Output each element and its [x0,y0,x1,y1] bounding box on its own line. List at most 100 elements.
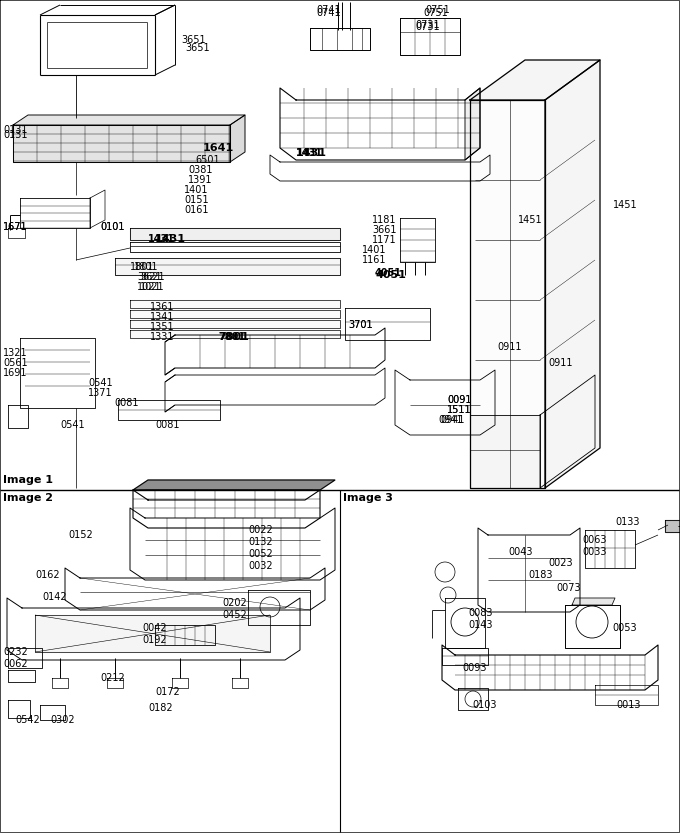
Polygon shape [35,615,270,652]
Polygon shape [130,330,340,338]
Polygon shape [470,415,540,488]
Text: 0911: 0911 [497,342,522,352]
Text: 1511: 1511 [447,405,472,415]
Polygon shape [465,88,480,160]
Text: 0103: 0103 [472,700,496,710]
Text: 1801: 1801 [130,262,154,272]
Text: 0053: 0053 [612,623,636,633]
Text: 0542: 0542 [15,715,39,725]
Text: 0043: 0043 [508,547,532,557]
Text: 1361: 1361 [150,302,175,312]
Text: 0232: 0232 [3,647,28,657]
Text: 0302: 0302 [50,715,75,725]
Text: 0033: 0033 [582,547,607,557]
Text: 0182: 0182 [148,703,173,713]
Text: 3621: 3621 [137,272,162,282]
Text: 1671: 1671 [3,222,28,232]
Text: 1401: 1401 [362,245,386,255]
Text: 0731: 0731 [415,22,440,32]
Text: 4051: 4051 [375,270,406,280]
Text: 1671: 1671 [3,222,28,232]
Text: 1171: 1171 [372,235,396,245]
Text: 0741: 0741 [316,5,341,15]
Text: 0151: 0151 [184,195,209,205]
Text: 0093: 0093 [462,663,486,673]
Text: 0081: 0081 [155,420,180,430]
Polygon shape [470,60,600,100]
Text: 0101: 0101 [100,222,124,232]
Polygon shape [130,310,340,318]
Text: 0042: 0042 [142,623,167,633]
Text: 0941: 0941 [438,415,462,425]
Polygon shape [130,320,340,328]
Text: 1431: 1431 [155,234,186,244]
Text: 1691: 1691 [3,368,27,378]
Polygon shape [545,60,600,488]
Text: 0202: 0202 [222,598,247,608]
Text: 0081: 0081 [114,398,139,408]
Text: 1391: 1391 [188,175,212,185]
Text: 0751: 0751 [425,5,449,15]
Polygon shape [130,228,340,240]
Text: Image 3: Image 3 [343,493,393,503]
Text: 1321: 1321 [3,348,28,358]
Polygon shape [230,115,245,162]
Text: 0152: 0152 [68,530,92,540]
Text: 1341: 1341 [150,312,175,322]
Text: 0063: 0063 [582,535,607,545]
Text: 1181: 1181 [372,215,396,225]
Text: 1351: 1351 [150,322,175,332]
Text: 3661: 3661 [372,225,396,235]
Text: 0381: 0381 [188,165,212,175]
Text: 0142: 0142 [42,592,67,602]
Text: 1401: 1401 [184,185,209,195]
Polygon shape [115,258,340,275]
Text: 1431: 1431 [296,148,323,158]
Text: 1641: 1641 [203,143,234,153]
Text: 3651: 3651 [181,35,205,45]
Text: 0091: 0091 [447,395,471,405]
Text: 1451: 1451 [518,215,543,225]
Text: 0132: 0132 [248,537,273,547]
Text: 0741: 0741 [316,8,341,18]
Text: 0083: 0083 [468,608,492,618]
Text: 0131: 0131 [3,130,27,140]
Text: 0941: 0941 [440,415,464,425]
Text: 4051: 4051 [375,268,402,278]
Text: 1801: 1801 [134,262,158,272]
Text: 0073: 0073 [556,583,581,593]
Text: 0101: 0101 [100,222,124,232]
Text: 1371: 1371 [88,388,113,398]
Text: 0022: 0022 [248,525,273,535]
Text: 0091: 0091 [447,395,471,405]
Text: 0452: 0452 [222,610,247,620]
Polygon shape [13,115,245,125]
Text: 1431: 1431 [296,148,327,158]
Text: Image 2: Image 2 [3,493,53,503]
Text: 0561: 0561 [3,358,28,368]
Text: 0013: 0013 [616,700,641,710]
Text: 3701: 3701 [348,320,373,330]
Text: 1021: 1021 [140,282,165,292]
Text: 1511: 1511 [447,405,472,415]
Polygon shape [13,125,230,162]
Text: 0032: 0032 [248,561,273,571]
Text: 3651: 3651 [185,43,209,53]
Text: 0023: 0023 [548,558,573,568]
Polygon shape [470,100,545,488]
Text: 0161: 0161 [184,205,209,215]
Text: 0731: 0731 [415,20,440,30]
Text: 0751: 0751 [423,8,447,18]
Text: 0911: 0911 [548,358,573,368]
Text: 1431: 1431 [148,234,175,244]
Text: 0212: 0212 [100,673,124,683]
Text: 0133: 0133 [615,517,639,527]
Text: 0172: 0172 [155,687,180,697]
Text: 0541: 0541 [60,420,84,430]
Polygon shape [572,598,615,605]
Text: 0143: 0143 [468,620,492,630]
Text: 7801: 7801 [218,332,249,342]
Text: 1021: 1021 [137,282,162,292]
Polygon shape [665,520,680,532]
Text: 0192: 0192 [142,635,167,645]
